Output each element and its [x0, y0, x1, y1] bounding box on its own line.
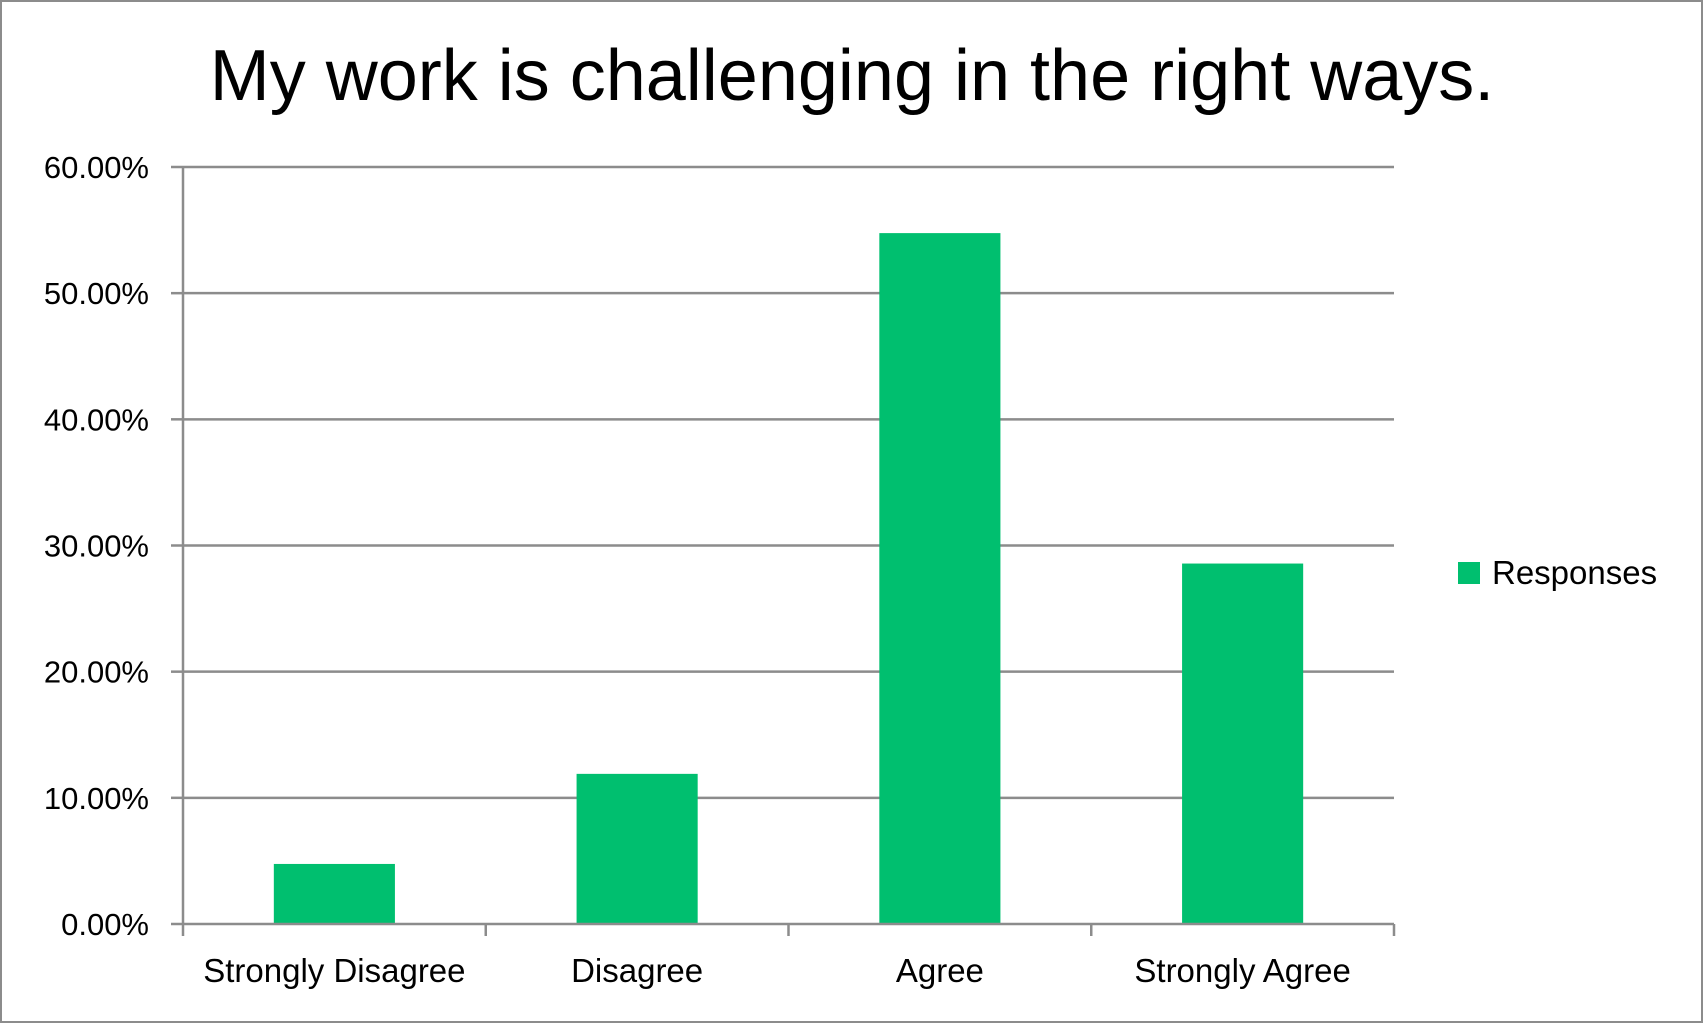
chart-title: My work is challenging in the right ways…	[210, 36, 1495, 116]
y-tick-labels: 0.00% 10.00% 20.00% 30.00% 40.00% 50.00% 60.00…	[44, 150, 149, 942]
legend-swatch	[1458, 562, 1480, 584]
y-tick-label: 60.00%	[44, 150, 149, 185]
bar-strongly-disagree	[273, 863, 395, 924]
y-tick-label: 40.00%	[44, 402, 149, 437]
legend: Responses	[1458, 554, 1657, 591]
bars	[273, 233, 1304, 924]
axes	[171, 165, 1396, 936]
y-tick-label: 20.00%	[44, 655, 149, 690]
x-category-label: Strongly Agree	[1134, 952, 1350, 989]
y-tick-label: 10.00%	[44, 781, 149, 816]
x-category-label: Strongly Disagree	[203, 952, 465, 989]
bar-strongly-agree	[1182, 563, 1304, 924]
x-category-label: Disagree	[571, 952, 703, 989]
y-tick-label: 50.00%	[44, 276, 149, 311]
x-category-label: Agree	[896, 952, 984, 989]
bar-agree	[879, 233, 1001, 924]
y-tick-label: 0.00%	[61, 907, 149, 942]
y-tick-label: 30.00%	[44, 529, 149, 564]
x-category-labels: Strongly Disagree Disagree Agree Strongly A…	[203, 952, 1351, 989]
bar-disagree	[576, 773, 698, 924]
legend-label-responses: Responses	[1492, 554, 1657, 591]
